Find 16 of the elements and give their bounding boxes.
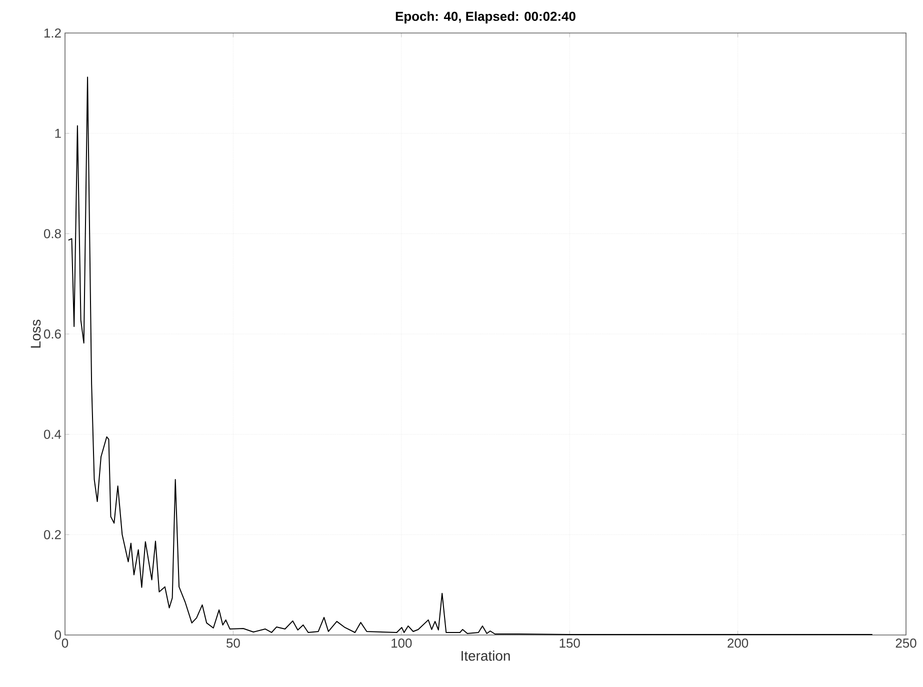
x-tick-label: 100	[392, 638, 412, 648]
x-tick-label: 150	[560, 638, 580, 648]
chart-title: Epoch: 40, Elapsed: 00:02:40	[396, 11, 576, 24]
y-tick-label: 0.8	[44, 229, 61, 238]
x-tick-label: 200	[728, 638, 748, 648]
y-tick-label: 0	[54, 630, 61, 640]
x-tick-label: 50	[226, 638, 240, 648]
y-tick-label: 0.6	[44, 329, 61, 339]
y-tick-label: 0.4	[44, 430, 62, 439]
x-tick-label: 250	[896, 638, 916, 648]
x-axis-title: Iteration	[462, 650, 510, 661]
y-tick-label: 0.2	[44, 530, 61, 540]
y-tick-label: 1.2	[44, 28, 61, 38]
y-tick-label: 1	[55, 128, 61, 138]
x-tick-label: 0	[62, 638, 68, 648]
y-axis-title: Loss	[30, 320, 41, 348]
